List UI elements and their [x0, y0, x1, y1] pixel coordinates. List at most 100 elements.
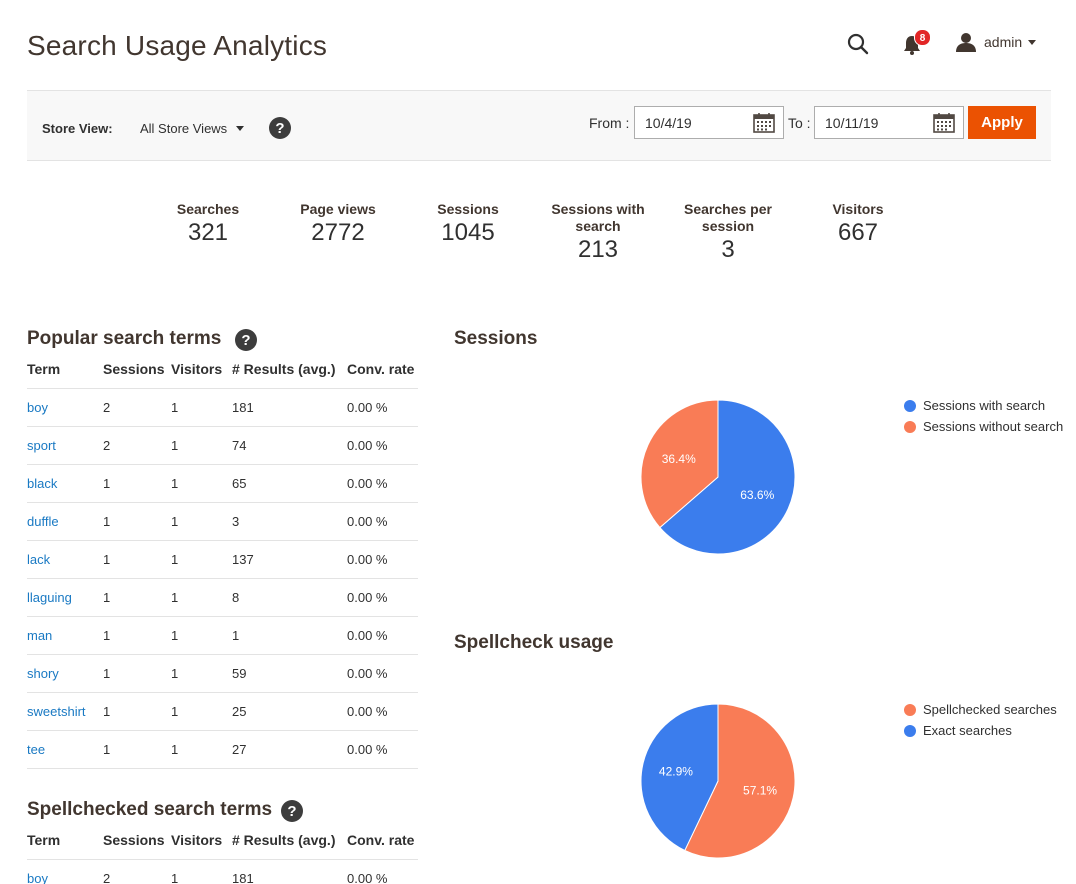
term-cell: sweetshirt: [27, 692, 103, 731]
apply-button[interactable]: Apply: [968, 106, 1036, 139]
conv-rate-cell: 0.00 %: [347, 540, 418, 579]
term-link[interactable]: tee: [27, 741, 46, 757]
sessions-cell: 2: [103, 388, 171, 427]
term-link[interactable]: boy: [27, 399, 48, 415]
column-header-conv-rate: Conv. rate: [347, 350, 418, 389]
legend-label: Sessions without search: [923, 419, 1064, 434]
visitors-cell: 1: [171, 859, 232, 884]
legend-item[interactable]: Exact searches: [904, 720, 1057, 741]
calendar-icon[interactable]: [753, 113, 775, 133]
help-icon[interactable]: ?: [281, 800, 303, 822]
to-label: To :: [788, 115, 811, 131]
visitors-cell: 1: [171, 692, 232, 731]
store-view-select[interactable]: All Store Views: [140, 121, 245, 136]
notifications-button[interactable]: 8: [902, 29, 932, 56]
results-cell: 3: [232, 502, 347, 541]
legend-dot-icon: [904, 399, 916, 412]
results-cell: 74: [232, 426, 347, 465]
table-row: sweetshirt 1 1 25 0.00 %: [27, 692, 418, 731]
results-cell: 25: [232, 692, 347, 731]
user-name: admin: [984, 34, 1023, 50]
help-icon[interactable]: ?: [235, 329, 257, 351]
stat-value: 321: [187, 219, 229, 246]
term-link[interactable]: llaguing: [27, 589, 72, 605]
column-header-visitors: Visitors: [171, 821, 232, 860]
table-row: tee 1 1 27 0.00 %: [27, 730, 418, 769]
term-link[interactable]: lack: [27, 551, 51, 567]
results-cell: 1: [232, 616, 347, 655]
term-link[interactable]: boy: [27, 870, 48, 884]
calendar-icon[interactable]: [933, 113, 955, 133]
notification-count-badge: 8: [914, 29, 931, 46]
stat-label: Visitors: [832, 201, 884, 217]
search-icon: [847, 33, 869, 55]
term-cell: duffle: [27, 502, 103, 541]
pie-slice: [640, 399, 719, 529]
to-date-input[interactable]: 10/11/19: [814, 106, 964, 139]
table-row: sport 2 1 74 0.00 %: [27, 426, 418, 465]
stat-visitors: Visitors 667: [793, 201, 923, 246]
stat-page-views: Page views 2772: [273, 201, 403, 246]
term-link[interactable]: black: [27, 475, 58, 491]
term-link[interactable]: man: [27, 627, 53, 643]
stat-searches: Searches 321: [143, 201, 273, 246]
stat-label: Sessions with search: [551, 201, 645, 234]
conv-rate-cell: 0.00 %: [347, 388, 418, 427]
spellcheck-chart-title: Spellcheck usage: [454, 632, 614, 653]
visitors-cell: 1: [171, 730, 232, 769]
help-icon[interactable]: ?: [269, 117, 291, 139]
store-view-value: All Store Views: [140, 121, 228, 136]
filter-bar: Store View: All Store Views ? From : 10/…: [27, 90, 1051, 161]
visitors-cell: 1: [171, 616, 232, 655]
stat-value: 3: [721, 236, 735, 263]
legend-item[interactable]: Spellchecked searches: [904, 699, 1057, 720]
term-link[interactable]: sweetshirt: [27, 703, 86, 719]
legend-label: Exact searches: [923, 723, 1012, 738]
stat-label: Sessions: [437, 201, 499, 217]
store-view-label: Store View:: [42, 121, 113, 136]
conv-rate-cell: 0.00 %: [347, 859, 418, 884]
visitors-cell: 1: [171, 464, 232, 503]
stat-value: 1045: [441, 219, 495, 246]
column-header-visitors: Visitors: [171, 350, 232, 389]
page-title: Search Usage Analytics: [27, 30, 328, 61]
spellcheck-chart-legend: Spellchecked searches Exact searches: [904, 699, 1057, 741]
user-menu[interactable]: admin: [956, 31, 1037, 53]
sessions-cell: 2: [103, 426, 171, 465]
sessions-chart-title: Sessions: [454, 328, 538, 349]
from-date-input[interactable]: 10/4/19: [634, 106, 784, 139]
spellcheck-pie-chart: 57.1% 42.9%: [640, 703, 796, 859]
visitors-cell: 1: [171, 578, 232, 617]
table-row: duffle 1 1 3 0.00 %: [27, 502, 418, 541]
term-cell: lack: [27, 540, 103, 579]
stat-value: 213: [577, 236, 619, 263]
term-link[interactable]: shory: [27, 665, 59, 681]
table-row: boy 2 1 181 0.00 %: [27, 859, 418, 884]
column-header-sessions: Sessions: [103, 350, 171, 389]
term-link[interactable]: sport: [27, 437, 56, 453]
chevron-down-icon: [1028, 39, 1037, 45]
legend-item[interactable]: Sessions with search: [904, 395, 1063, 416]
pie-slice: [659, 399, 796, 555]
visitors-cell: 1: [171, 502, 232, 541]
sessions-chart-legend: Sessions with search Sessions without sea…: [904, 395, 1063, 437]
term-link[interactable]: duffle: [27, 513, 59, 529]
sessions-cell: 2: [103, 859, 171, 884]
legend-label: Spellchecked searches: [923, 702, 1057, 717]
column-header-term: Term: [27, 821, 103, 860]
slice-label: 63.6%: [740, 488, 774, 502]
legend-item[interactable]: Sessions without search: [904, 416, 1063, 437]
conv-rate-cell: 0.00 %: [347, 578, 418, 617]
results-cell: 8: [232, 578, 347, 617]
sessions-cell: 1: [103, 578, 171, 617]
column-header-results: # Results (avg.): [232, 350, 347, 389]
results-cell: 137: [232, 540, 347, 579]
column-header-conv-rate: Conv. rate: [347, 821, 418, 860]
stat-label: Searches per session: [684, 201, 772, 234]
table-row: shory 1 1 59 0.00 %: [27, 654, 418, 693]
legend-label: Sessions with search: [923, 398, 1046, 413]
visitors-cell: 1: [171, 654, 232, 693]
stat-sessions-with-search: Sessions with search 213: [533, 201, 663, 263]
conv-rate-cell: 0.00 %: [347, 426, 418, 465]
search-button[interactable]: [846, 32, 870, 56]
